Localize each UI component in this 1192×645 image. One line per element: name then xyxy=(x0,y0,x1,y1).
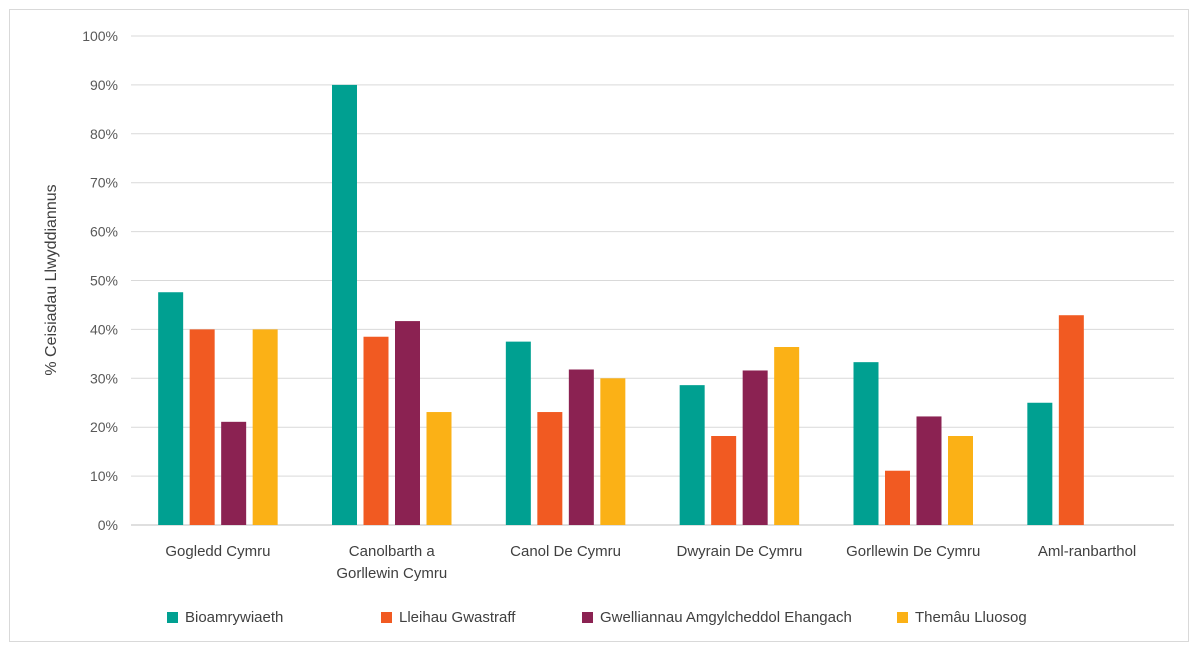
y-axis-title: % Ceisiadau Llwyddiannus xyxy=(43,184,60,375)
y-tick-label: 10% xyxy=(90,468,118,484)
bar-bioamrywiaeth xyxy=(853,362,879,525)
bar-them-u-lluosog xyxy=(774,347,800,525)
bar-them-u-lluosog xyxy=(948,436,973,525)
legend-label: Gwelliannau Amgylcheddol Ehangach xyxy=(600,609,852,626)
chart-frame: 0% 10% 20% 30% 40% 50% 60% 70% 80% 90% 100% Gogled… xyxy=(9,9,1189,642)
bar-gwelliannau-amgylcheddol-ehangach xyxy=(742,370,768,525)
legend-swatch xyxy=(582,612,593,623)
bar-chart: 0% 10% 20% 30% 40% 50% 60% 70% 80% 90% 100% Gogled… xyxy=(43,28,1174,626)
bar-gwelliannau-amgylcheddol-ehangach xyxy=(916,416,942,525)
legend-swatch xyxy=(167,612,178,623)
bar-lleihau-gwastraff xyxy=(189,329,215,525)
bars xyxy=(158,84,1084,526)
x-axis-labels: Gogledd Cymru Canolbarth a Gorllewin Cymru… xyxy=(165,543,1136,582)
x-category-label: Dwyrain De Cymru xyxy=(676,543,802,560)
y-tick-label: 90% xyxy=(90,77,118,93)
bar-bioamrywiaeth xyxy=(679,385,705,525)
y-tick-label: 50% xyxy=(90,273,118,289)
y-tick-label: 0% xyxy=(98,517,118,533)
bar-gwelliannau-amgylcheddol-ehangach xyxy=(395,321,420,525)
y-tick-label: 30% xyxy=(90,370,118,386)
bar-lleihau-gwastraff xyxy=(363,336,389,525)
bar-lleihau-gwastraff xyxy=(1058,315,1084,525)
legend-swatch xyxy=(897,612,908,623)
x-category-label: Canol De Cymru xyxy=(510,543,621,560)
y-tick-label: 70% xyxy=(90,175,118,191)
y-axis-ticks: 0% 10% 20% 30% 40% 50% 60% 70% 80% 90% 100% xyxy=(82,28,118,533)
bar-bioamrywiaeth xyxy=(505,341,531,525)
bar-them-u-lluosog xyxy=(252,329,278,525)
y-tick-label: 80% xyxy=(90,126,118,142)
bar-gwelliannau-amgylcheddol-ehangach xyxy=(568,369,594,525)
bar-bioamrywiaeth xyxy=(332,84,357,526)
bar-them-u-lluosog xyxy=(426,412,452,525)
legend-label: Bioamrywiaeth xyxy=(185,609,283,626)
x-category-label: Aml-ranbarthol xyxy=(1038,543,1136,560)
y-tick-label: 100% xyxy=(82,28,118,44)
x-category-label: Gogledd Cymru xyxy=(165,543,270,560)
bar-lleihau-gwastraff xyxy=(711,436,737,525)
legend: Bioamrywiaeth Lleihau Gwastraff Gwellianna… xyxy=(167,609,1027,626)
y-tick-label: 60% xyxy=(90,224,118,240)
x-category-label: Gorllewin De Cymru xyxy=(846,543,980,560)
legend-label: Themâu Lluosog xyxy=(915,609,1027,626)
bar-gwelliannau-amgylcheddol-ehangach xyxy=(221,421,247,525)
bar-lleihau-gwastraff xyxy=(885,470,910,525)
bar-them-u-lluosog xyxy=(600,378,626,525)
bar-bioamrywiaeth xyxy=(158,292,184,525)
y-tick-label: 20% xyxy=(90,419,118,435)
y-tick-label: 40% xyxy=(90,321,118,337)
legend-label: Lleihau Gwastraff xyxy=(399,609,516,626)
bar-bioamrywiaeth xyxy=(1027,402,1053,525)
legend-swatch xyxy=(381,612,392,623)
x-category-label: Canolbarth a Gorllewin Cymru xyxy=(336,543,447,582)
bar-lleihau-gwastraff xyxy=(537,412,563,525)
gridlines xyxy=(131,35,1174,526)
